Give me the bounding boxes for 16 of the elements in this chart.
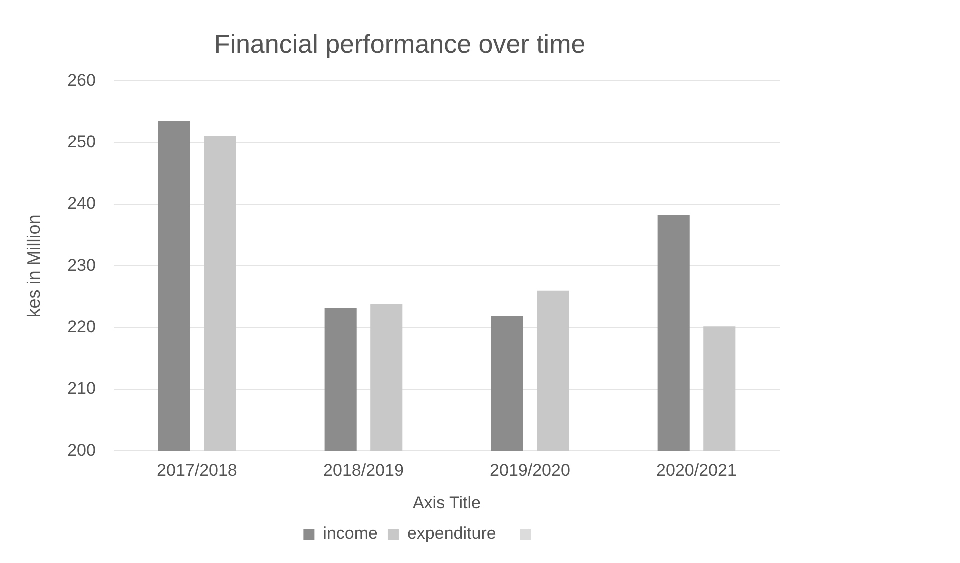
chart-title: Financial performance over time bbox=[214, 28, 586, 59]
y-tick-label: 230 bbox=[68, 256, 96, 275]
x-tick-label: 2018/2019 bbox=[324, 461, 404, 480]
y-tick-label: 220 bbox=[68, 318, 96, 337]
legend-label: income bbox=[323, 524, 378, 544]
y-tick-label: 260 bbox=[68, 70, 96, 90]
y-tick-label: 240 bbox=[68, 194, 96, 214]
x-tick-label: 2017/2018 bbox=[157, 461, 238, 480]
y-tick-label: 250 bbox=[68, 132, 96, 152]
y-tick-label: 200 bbox=[68, 440, 96, 460]
x-tick-label: 2019/2020 bbox=[490, 461, 570, 480]
y-axis-title: kes in Million bbox=[24, 214, 44, 318]
x-axis-title: Axis Title bbox=[412, 493, 481, 512]
y-tick-label: 210 bbox=[68, 379, 96, 398]
x-tick-label: 2020/2021 bbox=[656, 461, 737, 480]
legend-label: expenditure bbox=[407, 524, 496, 544]
